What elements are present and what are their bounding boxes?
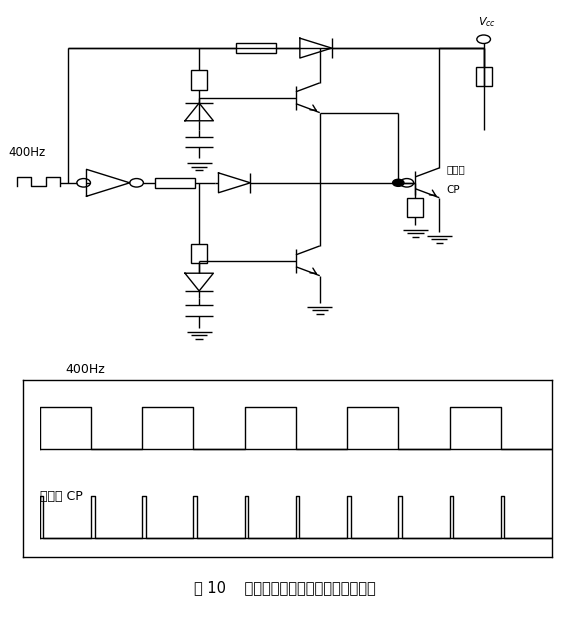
Bar	[407, 198, 423, 217]
Text: 400Hz: 400Hz	[9, 146, 46, 159]
Bar	[191, 244, 207, 263]
Text: 控制脚 CP: 控制脚 CP	[40, 489, 83, 503]
Text: CP: CP	[446, 185, 460, 196]
Text: 400Hz: 400Hz	[65, 363, 105, 377]
Bar	[191, 70, 207, 90]
Bar	[236, 43, 276, 53]
Bar	[476, 66, 492, 86]
Text: 图 9    控制脚信号 CP 产生电路: 图 9 控制脚信号 CP 产生电路	[211, 385, 358, 400]
Text: $V_{cc}$: $V_{cc}$	[478, 15, 496, 28]
Circle shape	[393, 179, 404, 186]
Bar	[155, 178, 195, 188]
Text: 图 10    控制脚信号和低频逆变信号时序图: 图 10 控制脚信号和低频逆变信号时序图	[193, 580, 376, 595]
Text: 控制脚: 控制脚	[446, 164, 465, 174]
